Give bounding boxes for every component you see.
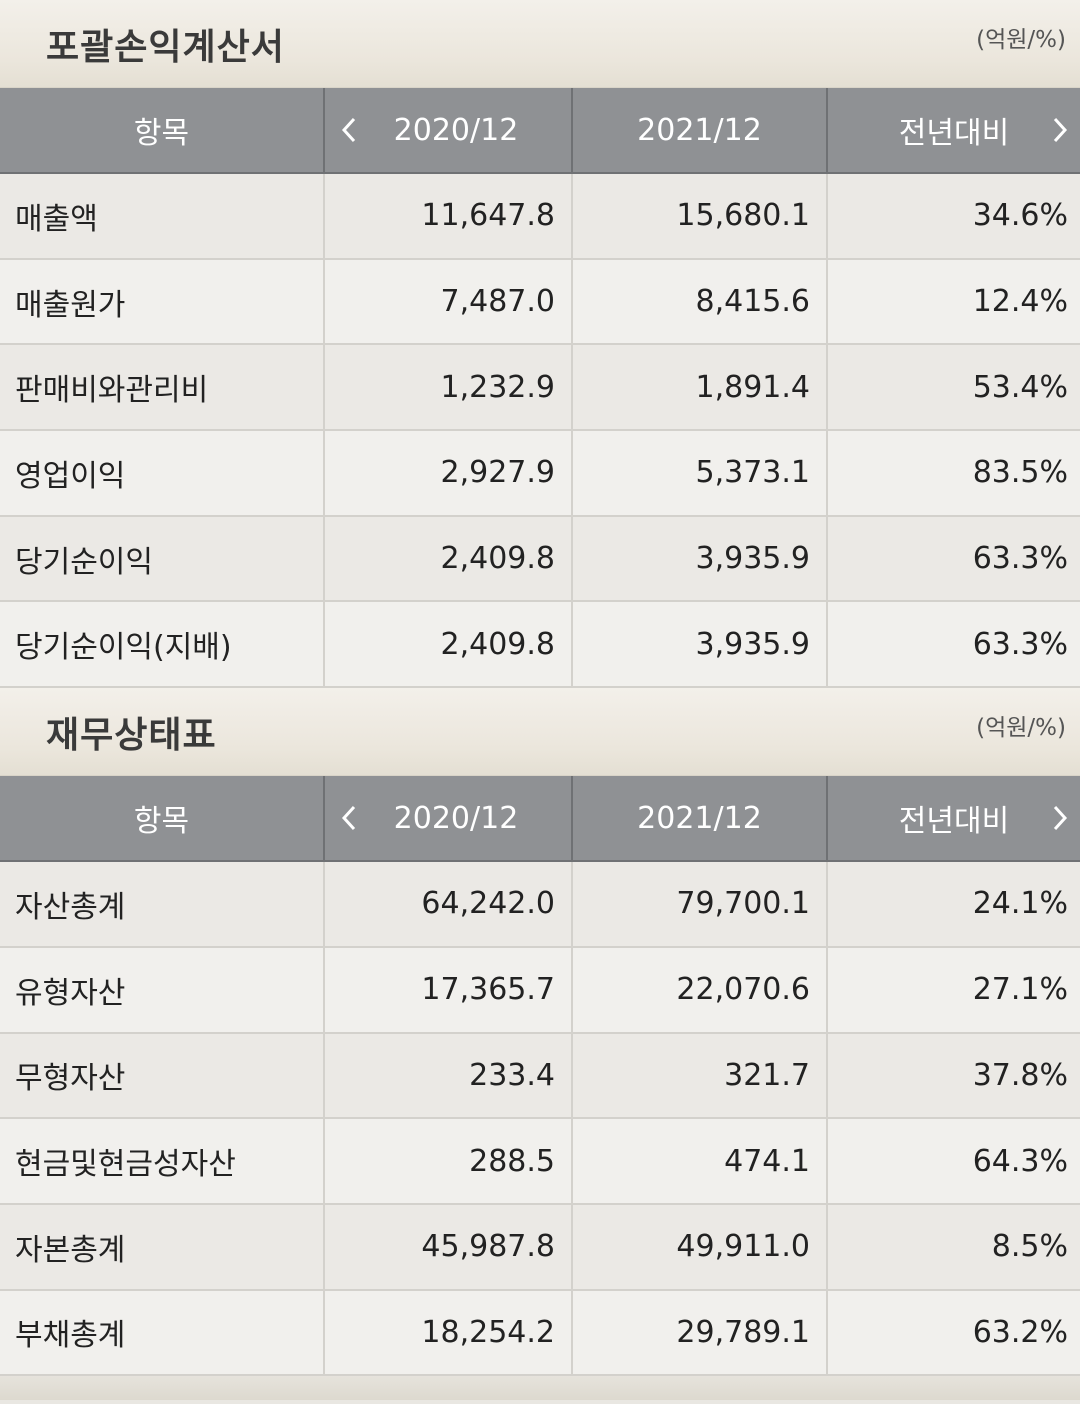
chevron-left-icon[interactable] [337,798,361,838]
table-row: 자본총계 45,987.8 49,911.0 8.5% [0,1204,1080,1291]
value-2020: 233.4 [325,1033,573,1118]
header-2020-label: 2020/12 [393,112,519,148]
value-yoy: 27.1% [972,972,1068,1008]
row-name: 무형자산 [0,1033,325,1118]
bottom-strip [0,1376,1080,1401]
row-name: 당기순이익 [0,516,325,601]
header-yoy-label: 전년대비 [898,804,1010,840]
value-2020: 288.5 [325,1119,573,1203]
unit-label: (억원/%) [976,27,1066,53]
value-2020: 7,487.0 [325,259,573,344]
value-2020: 2,409.8 [325,516,573,601]
row-name: 자본총계 [0,1204,325,1289]
value-2020: 64,242.0 [325,862,573,946]
header-item: 항목 [0,776,325,861]
balance-sheet-section: 재무상태표 (억원/%) 항목 2020/12 2021/12 전년대비 자산총… [0,688,1080,1377]
value-2020: 2,409.8 [325,602,573,687]
value-2021: 22,070.6 [573,947,828,1032]
income-statement-section: 포괄손익계산서 (억원/%) 항목 2020/12 2021/12 전년대비 매… [0,0,1080,689]
table-header: 항목 2020/12 2021/12 전년대비 [0,88,1080,174]
value-yoy: 64.3% [972,1143,1068,1179]
section-title: 포괄손익계산서 [46,27,285,68]
table-row: 판매비와관리비 1,232.9 1,891.4 53.4% [0,345,1080,432]
table-row: 무형자산 233.4 321.7 37.8% [0,1033,1080,1120]
value-yoy: 83.5% [972,455,1068,491]
row-name: 매출원가 [0,259,325,344]
value-yoy: 8.5% [991,1229,1068,1265]
value-2021: 8,415.6 [573,259,828,344]
table-row: 부채총계 18,254.2 29,789.1 63.2% [0,1290,1080,1377]
table-row: 매출원가 7,487.0 8,415.6 12.4% [0,259,1080,346]
value-2021: 1,891.4 [573,345,828,430]
value-2021: 321.7 [573,1033,828,1118]
header-2020: 2020/12 [325,88,573,172]
row-name: 당기순이익(지배) [0,602,325,687]
value-2021: 3,935.9 [573,516,828,601]
row-name: 현금및현금성자산 [0,1119,325,1203]
unit-label: (억원/%) [976,715,1066,742]
header-item: 항목 [0,88,325,172]
table-row: 유형자산 17,365.7 22,070.6 27.1% [0,947,1080,1034]
row-name: 자산총계 [0,862,325,946]
section-header: 포괄손익계산서 (억원/%) [0,0,1080,88]
chevron-left-icon[interactable] [337,110,361,150]
header-2021: 2021/12 [573,88,828,172]
value-2021: 29,789.1 [573,1290,828,1375]
value-yoy: 63.3% [972,541,1068,577]
row-name: 영업이익 [0,431,325,515]
section-title: 재무상태표 [46,715,217,757]
chevron-right-icon[interactable] [1048,798,1072,838]
header-yoy: 전년대비 [828,776,1080,860]
value-2020: 2,927.9 [325,431,573,515]
header-yoy-label: 전년대비 [898,116,1010,151]
value-2021: 474.1 [573,1119,828,1203]
value-yoy: 63.2% [972,1314,1068,1350]
value-2021: 15,680.1 [573,174,828,258]
value-2020: 17,365.7 [325,947,573,1032]
value-2020: 11,647.8 [325,174,573,258]
header-2020-label: 2020/12 [393,800,519,836]
row-name: 부채총계 [0,1290,325,1375]
row-name: 판매비와관리비 [0,345,325,430]
row-name: 매출액 [0,174,325,258]
value-2021: 5,373.1 [573,431,828,515]
table-row: 영업이익 2,927.9 5,373.1 83.5% [0,431,1080,517]
value-2021: 79,700.1 [573,862,828,946]
section-header: 재무상태표 (억원/%) [0,688,1080,777]
header-yoy: 전년대비 [828,88,1080,172]
header-2021: 2021/12 [573,776,828,861]
table-row: 자산총계 64,242.0 79,700.1 24.1% [0,862,1080,948]
table-row: 현금및현금성자산 288.5 474.1 64.3% [0,1119,1080,1205]
chevron-right-icon[interactable] [1048,110,1072,150]
table-row: 당기순이익 2,409.8 3,935.9 63.3% [0,516,1080,603]
table-body: 매출액 11,647.8 15,680.1 34.6% 매출원가 7,487.0… [0,174,1080,689]
header-2020: 2020/12 [325,776,573,861]
value-2021: 49,911.0 [573,1204,828,1289]
table-body: 자산총계 64,242.0 79,700.1 24.1% 유형자산 17,365… [0,862,1080,1377]
value-2020: 18,254.2 [325,1290,573,1375]
table-row: 매출액 11,647.8 15,680.1 34.6% [0,174,1080,260]
value-2020: 45,987.8 [325,1204,573,1289]
row-name: 유형자산 [0,947,325,1032]
value-yoy: 12.4% [972,284,1068,320]
value-yoy: 34.6% [972,198,1068,234]
value-yoy: 37.8% [972,1057,1068,1093]
table-header: 항목 2020/12 2021/12 전년대비 [0,776,1080,863]
value-yoy: 24.1% [972,886,1068,922]
value-2021: 3,935.9 [573,602,828,687]
value-yoy: 63.3% [972,626,1068,662]
table-row: 당기순이익(지배) 2,409.8 3,935.9 63.3% [0,602,1080,689]
value-2020: 1,232.9 [325,345,573,430]
value-yoy: 53.4% [972,369,1068,405]
